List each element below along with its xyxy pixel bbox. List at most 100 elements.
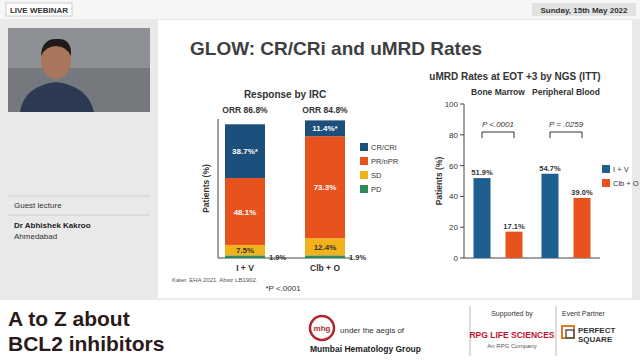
note: *P <.0001 bbox=[265, 284, 301, 293]
data-label: 39.0% bbox=[571, 188, 593, 197]
bar bbox=[474, 178, 491, 258]
data-labels: 51.9% 54.7% 17.1% 39.0% bbox=[471, 164, 593, 231]
x-tick-label: I + V bbox=[236, 263, 254, 273]
chart: uMRD Rates at EOT +3 by NGS (ITT) Patient… bbox=[429, 71, 639, 263]
legend: CR/CRi PR/nPR SD PD bbox=[360, 143, 399, 194]
badge-box bbox=[6, 3, 72, 16]
y-tick-label: 100 bbox=[445, 100, 459, 109]
data-label: 38.7%* bbox=[232, 147, 259, 156]
legend-swatch bbox=[360, 171, 368, 179]
data-label: 11.4%* bbox=[312, 124, 338, 133]
speaker-name: Dr Abhishek Kakroo bbox=[14, 221, 91, 230]
marks bbox=[225, 120, 345, 258]
bracket bbox=[550, 132, 582, 138]
partner-icon bbox=[562, 326, 574, 338]
y-tick-label: 80 bbox=[449, 131, 458, 140]
y-tick-label: 20 bbox=[449, 223, 458, 232]
legend-label: I + V bbox=[613, 165, 629, 174]
aegis: under the aegis of bbox=[340, 326, 405, 335]
data-label: 73.3% bbox=[314, 183, 337, 192]
bar bbox=[225, 245, 265, 255]
x-tick-label: Clb + O bbox=[310, 263, 340, 273]
data-label: 54.7% bbox=[539, 164, 561, 173]
annotation: P = .0259 bbox=[549, 120, 584, 129]
footer-sep bbox=[556, 306, 557, 356]
page: LIVE WEBINAR Sunday, 15th May 2022 Guest l… bbox=[0, 0, 640, 360]
legend-swatch bbox=[602, 179, 610, 187]
legend-swatch bbox=[602, 165, 610, 173]
bar bbox=[225, 124, 265, 178]
y-axis-label: Patients (%) bbox=[434, 157, 444, 206]
annotation: ORR 84.8% bbox=[302, 105, 348, 115]
logo-circle bbox=[310, 316, 334, 340]
group: Mumbai Hematology Group bbox=[310, 344, 421, 354]
y-tick bbox=[460, 104, 464, 105]
legend-label: PR/nPR bbox=[371, 157, 399, 166]
presenter-hair bbox=[41, 39, 71, 56]
legend-label: Clb + O bbox=[613, 179, 639, 188]
bar bbox=[305, 238, 345, 255]
data-label: 51.9% bbox=[471, 168, 493, 177]
y-tick-label: 60 bbox=[449, 162, 458, 171]
y-tick bbox=[460, 258, 464, 259]
legend-label: PD bbox=[371, 185, 382, 194]
legend-swatch bbox=[360, 185, 368, 193]
x-tick-label: Bone Marrow bbox=[471, 87, 525, 97]
footer bbox=[0, 300, 640, 360]
speaker-sep bbox=[8, 196, 150, 197]
partner-label: Event Partner bbox=[562, 310, 605, 317]
y-tick bbox=[460, 165, 464, 166]
annotation: P <.0001 bbox=[482, 120, 514, 129]
data-label: 1.9% bbox=[269, 253, 286, 262]
background bbox=[0, 0, 640, 360]
data-label: 7.5% bbox=[236, 246, 254, 255]
data-label: 17.1% bbox=[503, 222, 525, 231]
event-title: A to Z about bbox=[8, 307, 130, 330]
event-title: BCL2 inhibitors bbox=[8, 332, 164, 355]
bracket bbox=[482, 132, 514, 138]
speaker-role: Guest lecture bbox=[14, 201, 62, 210]
y-axis bbox=[464, 104, 465, 258]
bar bbox=[225, 178, 265, 245]
legend: I + V Clb + O bbox=[602, 165, 639, 188]
data-label: 48.1% bbox=[234, 208, 257, 217]
slide bbox=[158, 20, 632, 298]
chart-title: uMRD Rates at EOT +3 by NGS (ITT) bbox=[429, 71, 600, 82]
bar bbox=[542, 174, 559, 258]
y-axis-label: Patients (%) bbox=[201, 164, 211, 213]
y-axis bbox=[218, 119, 219, 258]
bar bbox=[305, 120, 345, 136]
y-tick-label: 40 bbox=[449, 192, 458, 201]
logo: mhg bbox=[314, 324, 331, 333]
partner-icon-inner bbox=[566, 330, 574, 338]
presenter-body bbox=[20, 82, 94, 112]
slide-title: GLOW: CR/CRi and uMRD Rates bbox=[190, 38, 482, 59]
date-box bbox=[532, 3, 636, 16]
bar bbox=[225, 255, 265, 258]
legend-label: CR/CRi bbox=[371, 143, 397, 152]
supported: Supported by bbox=[491, 310, 533, 318]
sponsor-sub: An RPG Company bbox=[487, 343, 536, 349]
bar bbox=[305, 255, 345, 258]
video-frame bbox=[8, 28, 150, 112]
y-tick-label: 0 bbox=[454, 254, 459, 263]
bar bbox=[574, 198, 591, 258]
chart-title: Response by IRC bbox=[244, 89, 326, 100]
marks bbox=[474, 174, 591, 258]
bar bbox=[506, 232, 523, 258]
y-tick bbox=[460, 134, 464, 135]
speaker-sep bbox=[8, 215, 150, 216]
video-wall bbox=[8, 28, 150, 68]
badge: LIVE WEBINAR bbox=[10, 6, 68, 15]
partner: PERFECT bbox=[578, 326, 615, 335]
data-label: 12.4% bbox=[314, 243, 337, 252]
data-labels: 1.9%1.9%7.5%12.4%48.1%73.3%38.7%*11.4%* bbox=[232, 124, 366, 262]
source: Kater. EHA 2021. Abstr LB1902. bbox=[172, 277, 258, 283]
header-bar bbox=[0, 0, 640, 19]
legend-swatch bbox=[360, 157, 368, 165]
bar bbox=[305, 136, 345, 238]
chart: Response by IRC Patients (%) I + V Clb + O 1… bbox=[201, 89, 399, 293]
legend-label: SD bbox=[371, 171, 382, 180]
sponsor: RPG LIFE SCIENCES bbox=[469, 330, 554, 340]
date: Sunday, 15th May 2022 bbox=[541, 6, 629, 15]
